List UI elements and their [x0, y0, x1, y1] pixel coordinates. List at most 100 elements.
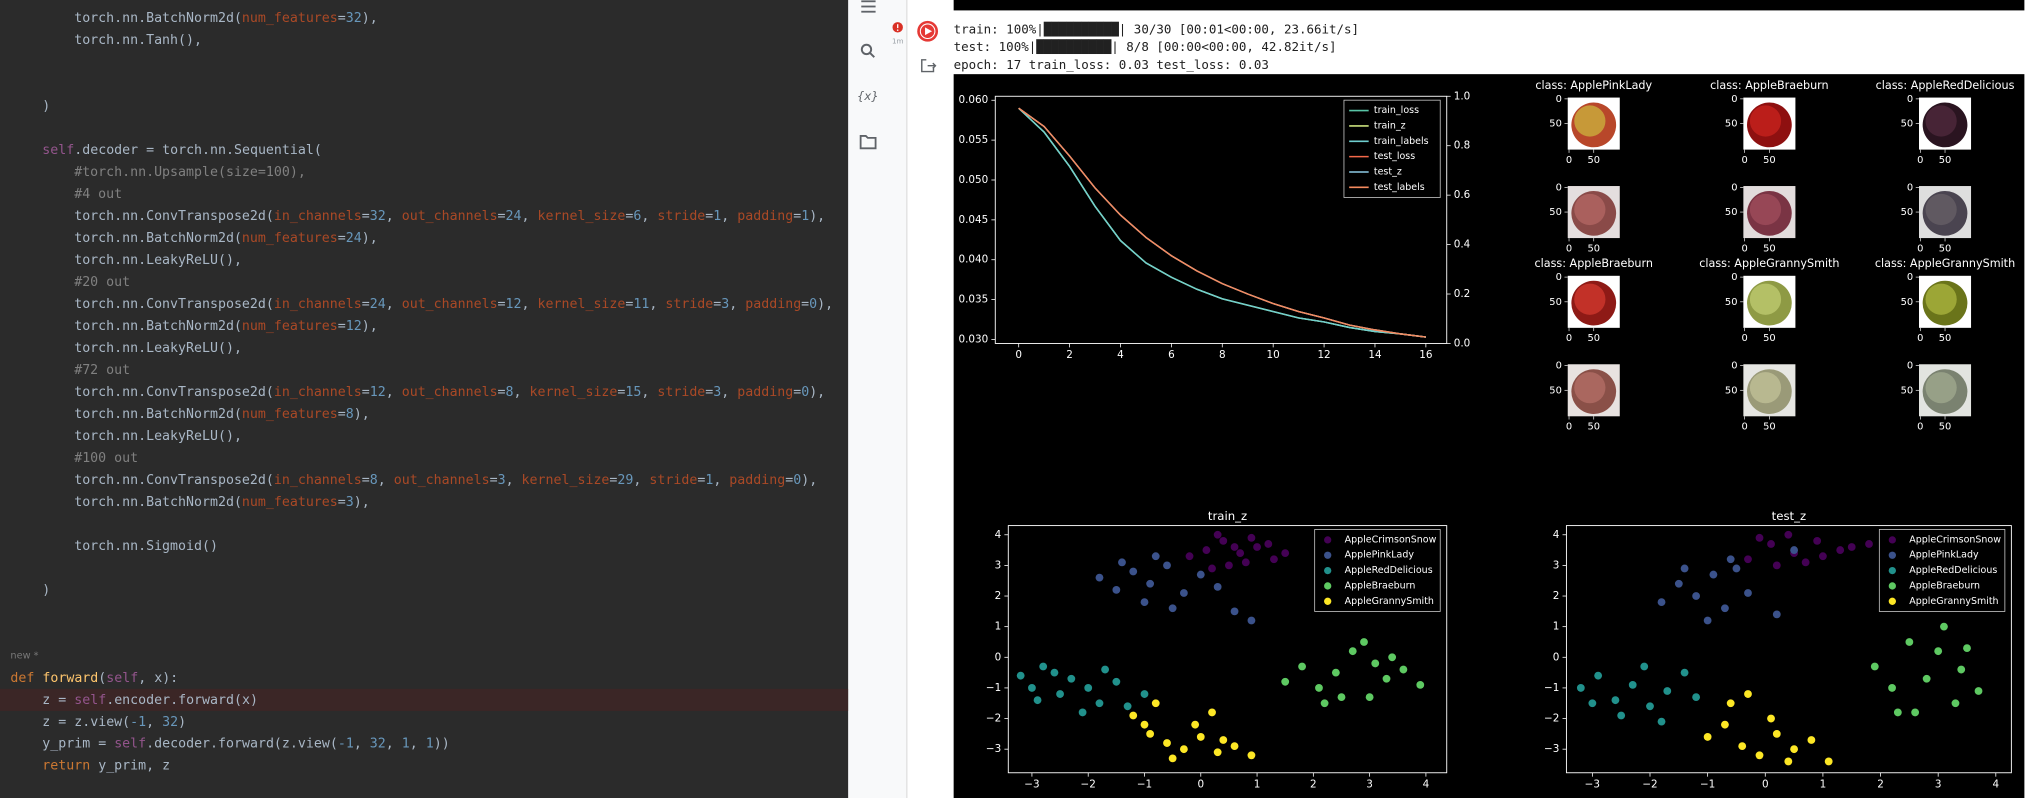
code-token: ), [362, 11, 378, 26]
code-token: torch.nn.BatchNorm2d( [74, 407, 242, 422]
apple-shape-light [1574, 372, 1606, 404]
y-tick-label: 50 [1549, 207, 1562, 218]
code-token: 1 [402, 737, 410, 752]
output-menu-icon[interactable] [921, 59, 937, 73]
x-tick-label: 4 [1423, 778, 1430, 790]
scatter-point [1095, 699, 1104, 708]
code-token: ), [809, 385, 825, 400]
code-token: = [498, 297, 506, 312]
scatter-point [1772, 610, 1781, 619]
y-tick-label: −2 [1544, 713, 1559, 725]
code-token: torch.nn.ConvTranspose2d( [74, 473, 274, 488]
code-token: torch.nn.LeakyReLU(), [74, 341, 242, 356]
code-token: out_channels [402, 385, 498, 400]
search-icon[interactable] [860, 43, 875, 58]
code-line: torch.nn.ConvTranspose2d(in_channels=12,… [74, 385, 825, 400]
scatter-point [1101, 665, 1110, 674]
apple-shape-light [1925, 105, 1957, 137]
code-token: torch.nn.ConvTranspose2d( [74, 209, 274, 224]
execution-time: 1m [892, 37, 904, 46]
scatter-point [1196, 733, 1205, 741]
code-token: = [338, 407, 346, 422]
variables-icon[interactable]: {x} [857, 89, 879, 103]
run-button-ring [919, 23, 936, 40]
code-line: #100 out [74, 451, 138, 466]
code-token: = [338, 11, 346, 26]
x-tick-label: 4 [1993, 778, 2000, 790]
x-tick-label: 3 [1935, 778, 1942, 790]
x-tick-label: 50 [1939, 422, 1952, 433]
scatter-point [1646, 702, 1654, 711]
y-tick-label: 0 [1556, 361, 1562, 372]
code-token: num_features [242, 407, 338, 422]
axes-frame [1007, 525, 1448, 774]
x-tick-label: 0 [1015, 349, 1022, 361]
y-tick-label: 0 [1731, 361, 1737, 372]
code-token: , [378, 473, 394, 488]
code-token: , [649, 297, 665, 312]
code-token: = [362, 209, 370, 224]
scatter-point [1617, 711, 1626, 720]
x-tick-label: 0 [1566, 243, 1572, 254]
code-token: , [354, 737, 370, 752]
image-title: class: ApplePinkLady [1535, 79, 1652, 92]
scatter-point [1888, 684, 1896, 692]
scatter-point [1784, 757, 1793, 766]
scatter-point [1039, 662, 1048, 671]
toc-icon[interactable] [861, 0, 876, 13]
code-token: 32 [162, 715, 178, 730]
scatter-point [1033, 696, 1042, 705]
x-tick-label: −3 [1585, 778, 1600, 790]
legend-label: AppleRedDelicious [1345, 565, 1433, 576]
scatter-point [1790, 745, 1798, 754]
files-icon[interactable] [859, 135, 877, 150]
code-line: torch.nn.LeakyReLU(), [74, 253, 242, 268]
scatter-point [1196, 570, 1205, 579]
y2-tick-label: 0.4 [1454, 239, 1471, 251]
scatter-point [1140, 720, 1149, 729]
x-tick-label: 0 [1917, 333, 1923, 344]
apple-shape-light [1925, 193, 1957, 226]
scatter-point [1801, 558, 1810, 567]
code-token: , [641, 385, 657, 400]
legend-swatch [1888, 597, 1896, 605]
code-token: .decoder.forward(z.view( [146, 737, 338, 752]
code-line: torch.nn.BatchNorm2d(num_features=24), [74, 231, 378, 246]
scatter-point [1118, 558, 1126, 567]
code-area: torch.nn.BatchNorm2d(num_features=32),to… [10, 11, 833, 774]
scatter-point [1230, 742, 1239, 751]
scatter-point [1219, 736, 1228, 744]
chart-title: test_z [1772, 509, 1806, 523]
x-tick-label: 0 [1742, 243, 1748, 254]
y-tick-label: −3 [1544, 743, 1559, 755]
scatter-point [1185, 552, 1194, 561]
output-figure [953, 74, 2025, 798]
y-tick-label: 0 [1731, 94, 1737, 105]
code-token: , [721, 209, 737, 224]
x-tick-label: 50 [1587, 422, 1600, 433]
scatter-point [1270, 555, 1278, 564]
code-token: padding [745, 297, 801, 312]
y-tick-label: −1 [1544, 682, 1559, 694]
x-tick-label: 0 [1917, 243, 1923, 254]
code-token: , [506, 473, 522, 488]
scatter-point [1951, 699, 1960, 708]
x-tick-label: 2 [1066, 349, 1073, 361]
scatter-point [1588, 699, 1597, 708]
code-token: = [498, 385, 506, 400]
code-token: , [386, 209, 402, 224]
code-token: 24 [370, 297, 386, 312]
scatter-point [1738, 742, 1747, 751]
editor-hint: new * [10, 651, 38, 662]
scatter-point [1847, 543, 1856, 551]
code-token: def [10, 671, 34, 686]
apple-shape-light [1574, 193, 1606, 226]
x-tick-label: −2 [1642, 778, 1657, 790]
code-line: self.decoder = torch.nn.Sequential( [42, 143, 322, 158]
y-tick-label: 3 [1553, 559, 1560, 571]
code-line: return y_prim, z [42, 759, 170, 774]
code-token: num_features [242, 11, 338, 26]
code-token: = [338, 495, 346, 510]
scatter-point [1298, 662, 1306, 671]
